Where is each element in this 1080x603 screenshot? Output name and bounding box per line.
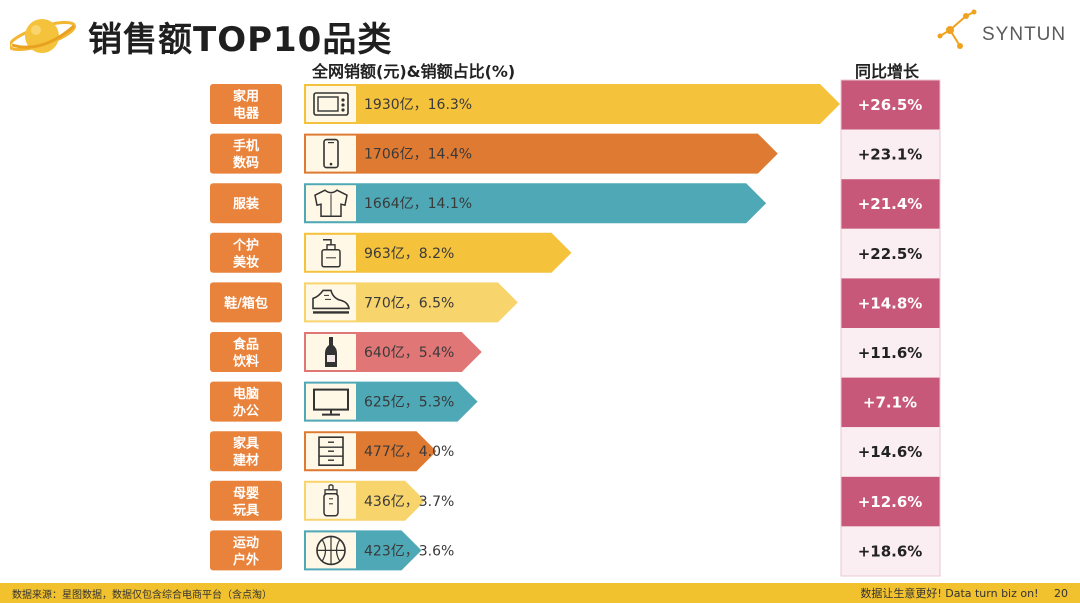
footer-slogan-group: 数据让生意更好! Data turn biz on! 20 xyxy=(860,585,1068,601)
sneaker-icon xyxy=(312,289,350,314)
category-tag xyxy=(210,282,282,323)
sales-bar xyxy=(304,84,840,124)
icon-box xyxy=(306,482,356,519)
category-tag xyxy=(210,133,282,174)
growth-cell xyxy=(841,179,940,229)
growth-label: +18.6% xyxy=(858,542,923,560)
value-label: 436亿，3.7% xyxy=(364,494,454,510)
sales-bar xyxy=(304,133,778,174)
category-label: 运动 xyxy=(233,536,259,551)
category-label: 个护 xyxy=(232,237,259,253)
sales-bar xyxy=(304,232,572,273)
growth-column-outline xyxy=(840,79,941,577)
category-tag xyxy=(210,480,282,521)
category-tag xyxy=(210,84,282,124)
pump-bottle-icon xyxy=(321,239,341,268)
planet-logo-icon xyxy=(10,19,76,53)
basketball-icon xyxy=(316,535,346,566)
growth-label: +26.5% xyxy=(858,96,923,114)
category-label: 服装 xyxy=(233,196,259,212)
category-label: 玩具 xyxy=(233,503,259,518)
growth-cell xyxy=(841,80,940,130)
growth-label: +22.5% xyxy=(858,245,923,263)
growth-cell xyxy=(841,228,940,279)
category-tag xyxy=(210,381,282,422)
category-label: 户外 xyxy=(233,552,259,568)
growth-label: +21.4% xyxy=(858,195,923,213)
growth-label: +23.1% xyxy=(858,146,923,164)
syntun-logo-text: SYNTUN xyxy=(982,24,1067,45)
page-number: 20 xyxy=(1054,587,1068,600)
growth-cell xyxy=(841,129,940,180)
value-label: 477亿，4.0% xyxy=(364,444,454,460)
category-label: 手机 xyxy=(233,138,259,154)
category-label: 饮料 xyxy=(232,354,259,370)
category-label: 家用 xyxy=(233,89,259,105)
sales-column-header: 全网销额(元)&销额占比(%) xyxy=(312,62,516,81)
category-label: 美妆 xyxy=(233,254,259,270)
category-tag xyxy=(210,232,282,273)
category-label: 电器 xyxy=(233,106,260,122)
growth-cell xyxy=(841,476,940,527)
drawer-cabinet-icon xyxy=(318,436,344,467)
growth-label: +14.8% xyxy=(858,294,923,312)
growth-label: +11.6% xyxy=(858,344,923,362)
value-label: 640亿，5.4% xyxy=(364,345,454,361)
wine-bottle-icon xyxy=(325,337,337,367)
phone-icon xyxy=(323,138,339,169)
syntun-logo-icon xyxy=(937,9,977,49)
category-tag xyxy=(210,431,282,472)
value-label: 625亿，5.3% xyxy=(364,395,454,411)
icon-box xyxy=(306,135,356,172)
growth-cell xyxy=(841,278,940,328)
value-label: 770亿，6.5% xyxy=(364,295,454,311)
sales-bar xyxy=(304,282,518,323)
shirt-icon xyxy=(314,189,348,217)
footer-slogan: 数据让生意更好! Data turn biz on! xyxy=(860,587,1039,600)
page-title: 销售额TOP10品类 xyxy=(88,20,393,60)
category-label: 办公 xyxy=(233,403,259,419)
sales-bar xyxy=(304,183,767,224)
value-label: 1930亿，16.3% xyxy=(364,97,472,113)
growth-label: +14.6% xyxy=(858,443,923,461)
category-label: 建材 xyxy=(233,453,259,469)
growth-column-header: 同比增长 xyxy=(855,62,920,81)
growth-cell xyxy=(841,377,940,428)
value-label: 1706亿，14.4% xyxy=(364,147,472,163)
value-label: 423亿，3.6% xyxy=(364,543,454,559)
category-tag xyxy=(210,530,282,571)
baby-bottle-icon xyxy=(323,484,339,517)
category-label: 数码 xyxy=(233,155,259,171)
data-source-note: 数据来源：星图数据，数据仅包含综合电商平台（含点淘） xyxy=(12,590,272,601)
category-label: 食品 xyxy=(233,337,259,353)
growth-cell xyxy=(841,427,940,477)
category-label: 电脑 xyxy=(233,386,259,402)
category-tag xyxy=(210,183,282,224)
category-tag xyxy=(210,332,282,372)
microwave-icon xyxy=(313,92,349,116)
category-label: 鞋/箱包 xyxy=(224,295,268,311)
value-label: 1664亿，14.1% xyxy=(364,196,472,212)
growth-cell xyxy=(841,526,940,576)
monitor-icon xyxy=(313,388,349,416)
growth-cell xyxy=(841,328,940,378)
footer-bar: 数据来源：星图数据，数据仅包含综合电商平台（含点淘） 数据让生意更好! Data… xyxy=(0,583,1080,603)
category-label: 家具 xyxy=(233,436,259,452)
category-label: 母婴 xyxy=(233,485,259,501)
growth-label: +12.6% xyxy=(858,493,923,511)
value-label: 963亿，8.2% xyxy=(364,246,454,262)
growth-label: +7.1% xyxy=(863,394,917,412)
